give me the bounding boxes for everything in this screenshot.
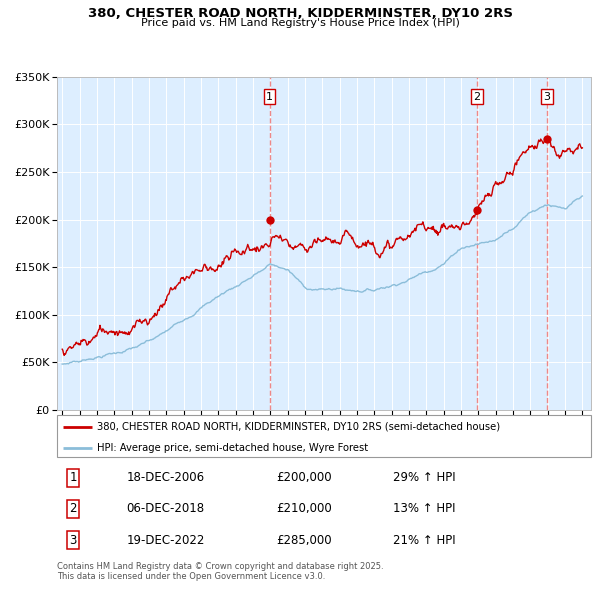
Text: 06-DEC-2018: 06-DEC-2018	[127, 502, 205, 516]
Text: 13% ↑ HPI: 13% ↑ HPI	[394, 502, 456, 516]
Text: 2: 2	[473, 91, 481, 101]
Text: 29% ↑ HPI: 29% ↑ HPI	[394, 471, 456, 484]
Text: £210,000: £210,000	[276, 502, 332, 516]
Text: 19-DEC-2022: 19-DEC-2022	[127, 533, 205, 546]
Text: 3: 3	[544, 91, 550, 101]
Text: 1: 1	[266, 91, 273, 101]
Text: Contains HM Land Registry data © Crown copyright and database right 2025.
This d: Contains HM Land Registry data © Crown c…	[57, 562, 383, 581]
Text: 2: 2	[69, 502, 77, 516]
Text: 1: 1	[69, 471, 77, 484]
Text: £285,000: £285,000	[276, 533, 332, 546]
Text: 380, CHESTER ROAD NORTH, KIDDERMINSTER, DY10 2RS: 380, CHESTER ROAD NORTH, KIDDERMINSTER, …	[88, 7, 512, 20]
Text: 18-DEC-2006: 18-DEC-2006	[127, 471, 205, 484]
Text: HPI: Average price, semi-detached house, Wyre Forest: HPI: Average price, semi-detached house,…	[97, 443, 368, 453]
Text: £200,000: £200,000	[276, 471, 332, 484]
Text: 380, CHESTER ROAD NORTH, KIDDERMINSTER, DY10 2RS (semi-detached house): 380, CHESTER ROAD NORTH, KIDDERMINSTER, …	[97, 422, 500, 432]
Text: 3: 3	[70, 533, 77, 546]
Text: Price paid vs. HM Land Registry's House Price Index (HPI): Price paid vs. HM Land Registry's House …	[140, 18, 460, 28]
Text: 21% ↑ HPI: 21% ↑ HPI	[394, 533, 456, 546]
